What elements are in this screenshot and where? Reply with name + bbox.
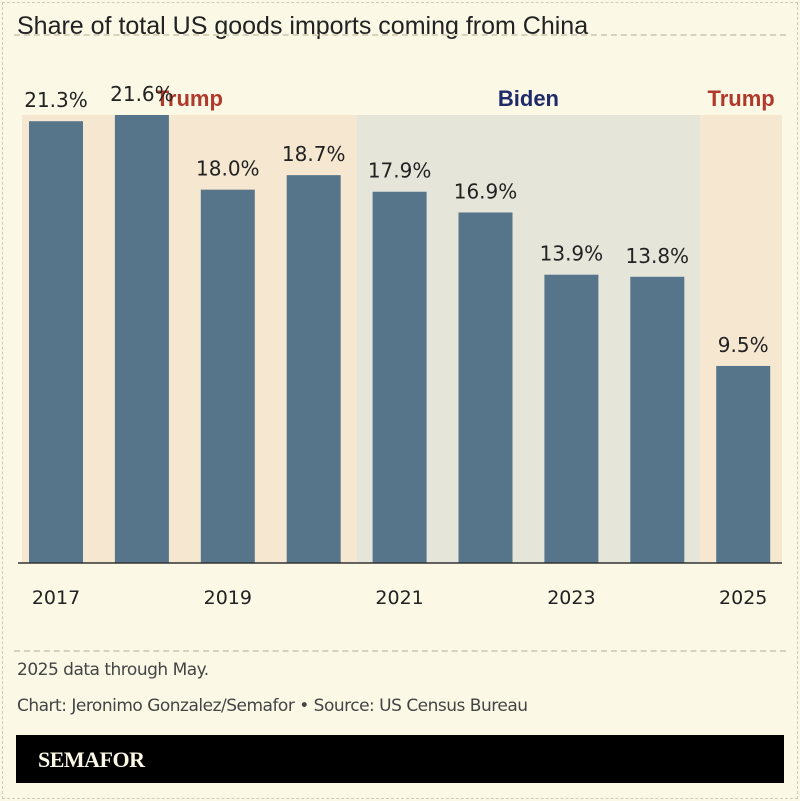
credit: Chart: Jeronimo Gonzalez/Semafor • Sourc… (17, 696, 528, 716)
bar-2017 (29, 121, 83, 563)
data-label: 18.0% (196, 157, 260, 181)
data-label: 13.9% (540, 242, 604, 266)
bar-2021 (372, 191, 427, 564)
data-label: 16.9% (454, 179, 518, 203)
data-label: 9.5% (718, 333, 769, 357)
x-tick-label: 2017 (32, 587, 80, 609)
bar-2020 (286, 175, 341, 564)
footnote: 2025 data through May. (17, 660, 209, 680)
data-label: 18.7% (282, 142, 346, 166)
bar-2023 (544, 274, 599, 563)
bar-2024 (630, 276, 685, 563)
bar-2022 (458, 212, 513, 563)
data-label: 21.6% (110, 82, 174, 106)
brand-bar: SEMAFOR (16, 735, 784, 783)
data-label: 21.3% (24, 88, 88, 112)
x-tick-label: 2023 (547, 587, 595, 609)
bar-chart: Trump Biden Trump 21.3% 2017 21.6% 18.0% 2019 18… (18, 82, 782, 609)
bar-2019 (200, 189, 255, 563)
top-divider (14, 34, 786, 36)
x-tick-label: 2019 (204, 587, 252, 609)
bottom-divider (14, 650, 786, 652)
period-label-biden: Biden (498, 86, 559, 111)
data-label: 13.8% (626, 244, 690, 268)
semafor-logo: SEMAFOR (38, 747, 145, 772)
data-label: 17.9% (368, 159, 432, 183)
period-label-trump: Trump (156, 86, 223, 111)
bar-2018 (114, 115, 169, 563)
x-tick-label: 2021 (375, 587, 423, 609)
period-label-trump: Trump (708, 86, 775, 111)
bar-2025 (716, 365, 771, 563)
x-tick-label: 2025 (719, 587, 767, 609)
